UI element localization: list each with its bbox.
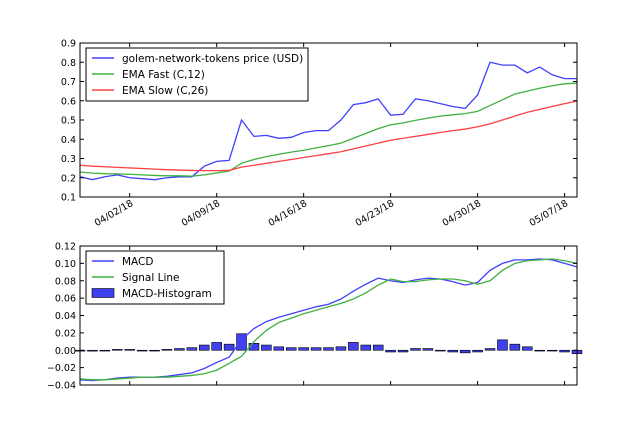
histogram-bar xyxy=(348,342,359,351)
y-tick-label: 0.3 xyxy=(61,154,76,165)
histogram-bar xyxy=(174,348,185,351)
legend-label: EMA Fast (C,12) xyxy=(122,69,205,81)
x-tick-label: 04/23/18 xyxy=(354,198,396,229)
y-tick-label: 0.4 xyxy=(61,135,76,146)
histogram-bar xyxy=(223,343,235,351)
histogram-bar xyxy=(447,349,459,353)
histogram-bar xyxy=(497,339,508,351)
y-tick-label: 0.06 xyxy=(55,294,76,305)
x-tick-label: 04/30/18 xyxy=(441,198,483,229)
histogram-bar xyxy=(112,349,123,351)
y-tick-label: 0.08 xyxy=(55,276,76,287)
histogram-bar xyxy=(285,347,297,351)
x-tick-label: 04/09/18 xyxy=(180,198,222,229)
y-tick-label: 0.04 xyxy=(55,311,76,322)
x-tick-label: 04/16/18 xyxy=(267,198,309,229)
x-tick-label: 05/07/18 xyxy=(528,198,570,229)
histogram-bar xyxy=(385,349,396,353)
histogram-bar xyxy=(298,347,309,351)
legend-label: EMA Slow (C,26) xyxy=(122,85,208,97)
histogram-bar xyxy=(186,347,198,351)
series-line-2 xyxy=(79,100,578,172)
y-tick-label: −0.02 xyxy=(47,363,76,374)
histogram-bar xyxy=(372,344,384,351)
series-line-1 xyxy=(79,258,578,381)
histogram-bar xyxy=(509,343,521,351)
histogram-bar xyxy=(124,349,135,351)
x-tick-label: 04/02/18 xyxy=(93,198,135,229)
histogram-bar xyxy=(546,349,558,352)
histogram-bar xyxy=(559,349,570,353)
y-tick-label: 0.6 xyxy=(61,96,76,107)
y-tick-label: 0.7 xyxy=(61,77,76,88)
legend-label: golem-network-tokens price (USD) xyxy=(122,53,303,65)
histogram-bar xyxy=(360,344,372,351)
histogram-bar xyxy=(273,346,285,351)
legend-swatch xyxy=(91,288,115,298)
legend-label: MACD-Histogram xyxy=(122,288,212,300)
y-tick-label: 0.12 xyxy=(55,242,76,253)
y-tick-label: 0.02 xyxy=(55,328,76,339)
histogram-bar xyxy=(323,347,334,351)
histogram-bar xyxy=(472,349,483,353)
legend-label: Signal Line xyxy=(122,272,179,284)
histogram-bar xyxy=(211,342,222,351)
histogram-bar xyxy=(397,349,409,353)
price-ema-chart: 0.1 0.2 0.3 0.4 0.5 0.6 0.7 0.8 0.9 04/02/18 04/09… xyxy=(61,39,578,229)
histogram-bar xyxy=(161,349,173,351)
y-tick-label: 0.10 xyxy=(55,259,76,270)
histogram-bar xyxy=(149,349,160,352)
histogram-bar xyxy=(422,348,434,351)
histogram-bar xyxy=(522,346,533,351)
y-tick-label: 0.9 xyxy=(61,39,76,50)
histogram-bar xyxy=(459,349,471,354)
legend: golem-network-tokens price (USD) EMA Fast… xyxy=(85,47,309,102)
histogram-bar xyxy=(198,344,210,351)
y-tick-label: 0.00 xyxy=(55,346,76,357)
histogram-bar xyxy=(435,349,446,352)
histogram-bar xyxy=(534,349,545,352)
y-tick-label: 0.5 xyxy=(61,116,76,127)
histogram-bar xyxy=(236,333,247,351)
series-line-1 xyxy=(79,82,578,177)
histogram-bar xyxy=(410,348,421,351)
legend-label: MACD xyxy=(122,256,153,268)
histogram-bar xyxy=(87,349,98,352)
histogram-bar xyxy=(136,349,148,352)
y-tick-label: 0.8 xyxy=(61,58,76,69)
histogram-bar xyxy=(248,342,260,351)
histogram-bar xyxy=(99,349,111,352)
series-line-0 xyxy=(79,61,577,181)
macd-chart: −0.04 −0.02 0.00 0.02 0.04 0.06 0.08 0.10 0.12 MA… xyxy=(47,242,583,392)
histogram-bar xyxy=(484,348,496,351)
y-tick-label: −0.04 xyxy=(47,381,76,392)
histogram-bar xyxy=(261,344,272,351)
y-tick-label: 0.1 xyxy=(61,193,76,204)
histogram-bar xyxy=(310,347,322,351)
y-tick-label: 0.2 xyxy=(61,173,76,184)
legend-box xyxy=(85,47,309,102)
histogram-bar xyxy=(335,346,347,351)
legend: MACD Signal Line MACD-Histogram xyxy=(85,250,225,305)
